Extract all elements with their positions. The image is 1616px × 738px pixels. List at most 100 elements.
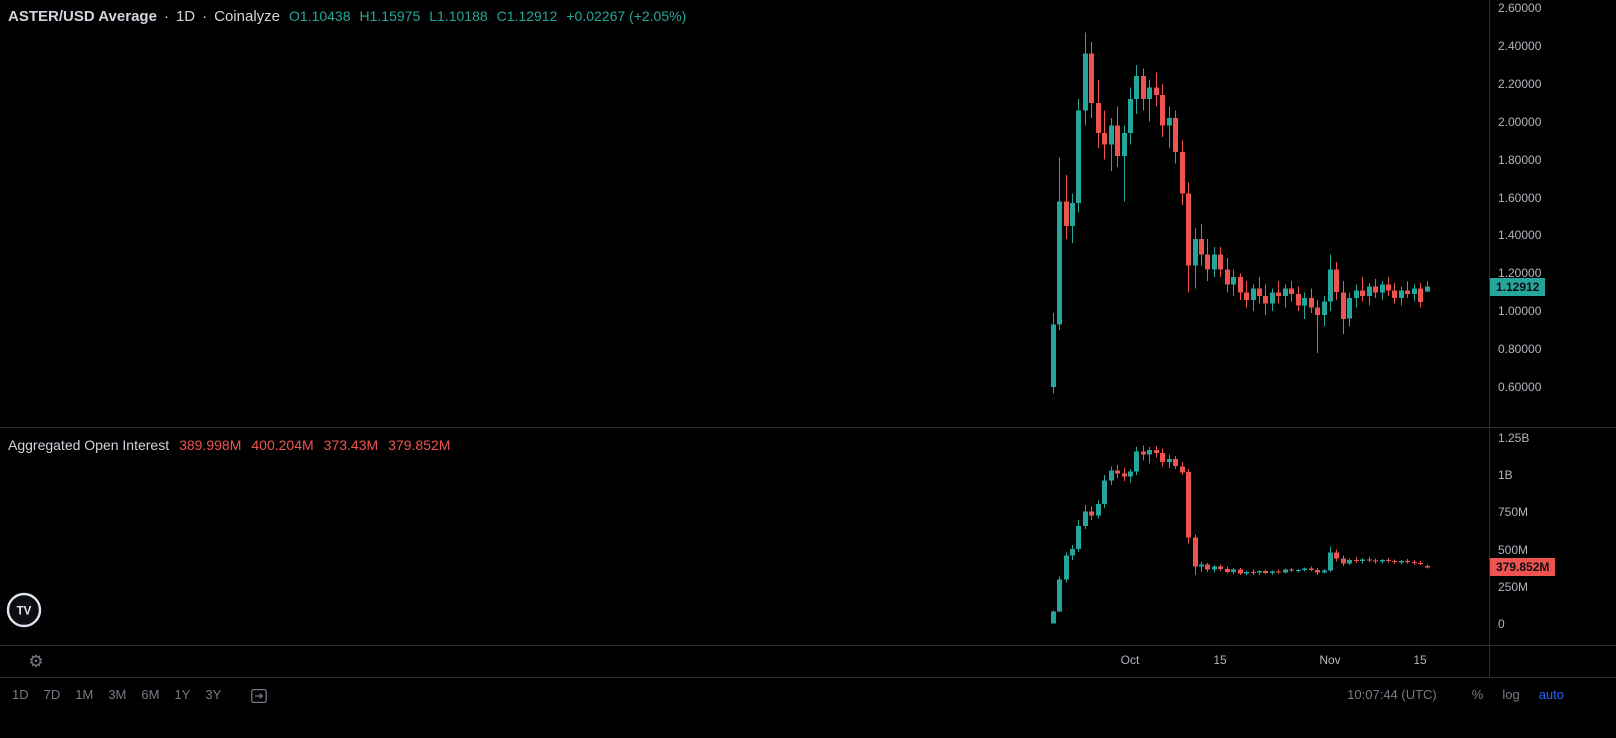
- price-scale[interactable]: 1.12912 379.852M 2.60000 2.40000 2.20000 2.…: [1489, 0, 1616, 677]
- candle-body: [1392, 290, 1397, 298]
- oi-axis-tick: 750M: [1498, 505, 1529, 520]
- legend-dot: ·: [163, 8, 169, 25]
- svg-text:TV: TV: [17, 606, 32, 618]
- candle-body: [1147, 449, 1152, 455]
- oi-axis-tick: 250M: [1498, 579, 1529, 594]
- candle-body: [1276, 571, 1281, 573]
- candle-body: [1180, 152, 1185, 194]
- candle-body: [1154, 87, 1159, 96]
- price-axis-tick: 1.40000: [1498, 228, 1542, 243]
- oi-axis-tick: 1B: [1498, 468, 1513, 483]
- candle-body: [1360, 559, 1365, 561]
- candle-body: [1167, 117, 1172, 126]
- oi-axis-tick: 500M: [1498, 542, 1529, 557]
- candle-body: [1218, 254, 1223, 270]
- candle-body: [1244, 292, 1249, 300]
- tradingview-logo-icon: TV: [6, 592, 42, 628]
- candle-body: [1205, 254, 1210, 270]
- candle-body: [1341, 292, 1346, 319]
- candle-body: [1341, 558, 1346, 564]
- clock-display: 10:07:44 (UTC): [1347, 687, 1437, 702]
- candle-body: [1115, 125, 1120, 156]
- candle-body: [1102, 480, 1107, 505]
- candle-body: [1360, 290, 1365, 297]
- candle-body: [1225, 568, 1230, 572]
- ohlc-low: L1.10188: [429, 8, 488, 24]
- auto-scale-button[interactable]: auto: [1538, 687, 1564, 702]
- candle-body: [1289, 288, 1294, 295]
- oi-axis-tick: 1.25B: [1498, 431, 1530, 445]
- candle-body: [1405, 290, 1410, 295]
- timeframe-button-3m[interactable]: 3M: [108, 687, 127, 702]
- candle-body: [1418, 288, 1423, 302]
- legend-dot: ·: [202, 8, 208, 25]
- candle-body: [1347, 297, 1352, 319]
- candle-body: [1057, 579, 1062, 612]
- candle-body: [1147, 87, 1152, 99]
- open-interest-legend: Aggregated Open Interest 389.998M 400.20…: [8, 437, 450, 453]
- go-to-date-button[interactable]: [250, 687, 268, 705]
- candle-body: [1193, 537, 1198, 567]
- candle-body: [1418, 563, 1423, 564]
- candle-body: [1231, 277, 1236, 285]
- ohlc-close: C1.12912: [496, 8, 558, 24]
- candle-body: [1199, 564, 1204, 567]
- candle-body: [1405, 560, 1410, 562]
- percent-scale-button[interactable]: %: [1471, 687, 1484, 702]
- candle-body: [1263, 296, 1268, 304]
- source-label: Coinalyze: [214, 8, 280, 25]
- time-axis-tick: 15: [1213, 653, 1227, 667]
- candle-body: [1315, 570, 1320, 573]
- candle-body: [1083, 511, 1088, 526]
- oi-high-value: 400.204M: [251, 437, 314, 453]
- candle-body: [1180, 466, 1185, 473]
- timeframe-button-1d[interactable]: 1D: [12, 687, 29, 702]
- log-scale-button[interactable]: log: [1502, 687, 1520, 702]
- candle-body: [1354, 290, 1359, 298]
- candle-body: [1154, 449, 1159, 453]
- candle-body: [1354, 560, 1359, 561]
- candle-body: [1076, 525, 1081, 549]
- time-axis-tick: Nov: [1319, 653, 1341, 667]
- candle-body: [1263, 571, 1268, 574]
- candle-body: [1186, 472, 1191, 538]
- timeframe-button-1m[interactable]: 1M: [75, 687, 94, 702]
- candle-body: [1122, 473, 1127, 477]
- open-interest-pane-canvas[interactable]: [0, 427, 1489, 645]
- candle-body: [1096, 504, 1101, 516]
- candle-body: [1283, 569, 1288, 573]
- tradingview-logo[interactable]: TV: [5, 591, 43, 629]
- ohlc-open: O1.10438: [289, 8, 351, 24]
- price-axis-tick: 2.00000: [1498, 114, 1542, 129]
- timeframe-button-3y[interactable]: 3Y: [205, 687, 222, 702]
- time-scale[interactable]: Oct 15 Nov 15: [0, 645, 1489, 677]
- candle-body: [1380, 284, 1385, 293]
- pane-separator[interactable]: [0, 427, 1616, 428]
- candle-body: [1302, 297, 1307, 306]
- candle-body: [1283, 288, 1288, 297]
- candle-body: [1270, 571, 1275, 574]
- open-interest-title[interactable]: Aggregated Open Interest: [8, 437, 170, 453]
- candle-body: [1386, 284, 1391, 291]
- timeframe-button-6m[interactable]: 6M: [141, 687, 160, 702]
- symbol-title[interactable]: ASTER/USD Average: [8, 8, 157, 25]
- candle-body: [1205, 564, 1210, 570]
- timeframe-button-7d[interactable]: 7D: [43, 687, 61, 702]
- settings-gear-icon[interactable]: ⚙: [28, 652, 44, 671]
- candle-body: [1128, 99, 1133, 134]
- toolbar-separator: [0, 677, 1616, 678]
- price-axis-tick: 2.40000: [1498, 38, 1542, 53]
- price-pane-canvas[interactable]: [0, 0, 1489, 427]
- candle-body: [1173, 458, 1178, 467]
- candle-body: [1109, 125, 1114, 145]
- candle-body: [1302, 568, 1307, 571]
- candle-body: [1373, 560, 1378, 562]
- candle-body: [1051, 611, 1056, 624]
- candle-body: [1083, 53, 1088, 111]
- price-axis-tick: 2.60000: [1498, 1, 1542, 15]
- candle-body: [1064, 201, 1069, 226]
- candle-body: [1225, 269, 1230, 285]
- timeframe-button-1y[interactable]: 1Y: [174, 687, 191, 702]
- candle-body: [1160, 95, 1165, 126]
